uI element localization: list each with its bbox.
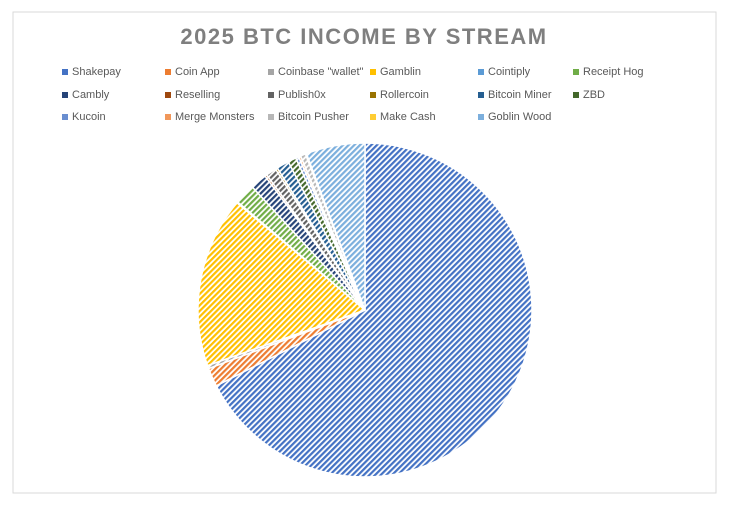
- legend-label: Coin App: [175, 66, 220, 78]
- pie-slice: [215, 142, 533, 478]
- legend-swatch: [573, 92, 579, 98]
- legend-swatch: [478, 114, 484, 120]
- legend-label: Merge Monsters: [175, 111, 255, 123]
- pie-slice: [197, 201, 367, 367]
- legend-label: ZBD: [583, 89, 605, 101]
- legend-label: Rollercoin: [380, 89, 429, 101]
- legend-label: Make Cash: [380, 111, 436, 123]
- chart-title: 2025 BTC INCOME BY STREAM: [180, 24, 547, 49]
- legend-swatch: [370, 114, 376, 120]
- legend-label: Gamblin: [380, 66, 421, 78]
- legend-swatch: [370, 69, 376, 75]
- legend-swatch: [268, 114, 274, 120]
- legend-swatch: [62, 92, 68, 98]
- legend-swatch: [165, 92, 171, 98]
- legend-label: Receipt Hog: [583, 66, 644, 78]
- legend-swatch: [573, 69, 579, 75]
- legend-label: Reselling: [175, 89, 220, 101]
- legend-label: Coinbase "wallet": [278, 66, 364, 78]
- legend-label: Goblin Wood: [488, 111, 551, 123]
- pie-slice: [305, 142, 366, 311]
- legend-label: Publish0x: [278, 89, 326, 101]
- legend-swatch: [165, 114, 171, 120]
- legend-swatch: [268, 92, 274, 98]
- legend-swatch: [268, 69, 274, 75]
- legend-label: Bitcoin Pusher: [278, 111, 349, 123]
- legend-swatch: [62, 114, 68, 120]
- legend-label: Shakepay: [72, 66, 121, 78]
- legend-swatch: [478, 69, 484, 75]
- legend-label: Bitcoin Miner: [488, 89, 552, 101]
- legend-swatch: [370, 92, 376, 98]
- legend-swatch: [165, 69, 171, 75]
- legend-label: Cointiply: [488, 66, 531, 78]
- legend-label: Kucoin: [72, 111, 106, 123]
- legend-swatch: [62, 69, 68, 75]
- legend-swatch: [478, 92, 484, 98]
- legend-label: Cambly: [72, 89, 110, 101]
